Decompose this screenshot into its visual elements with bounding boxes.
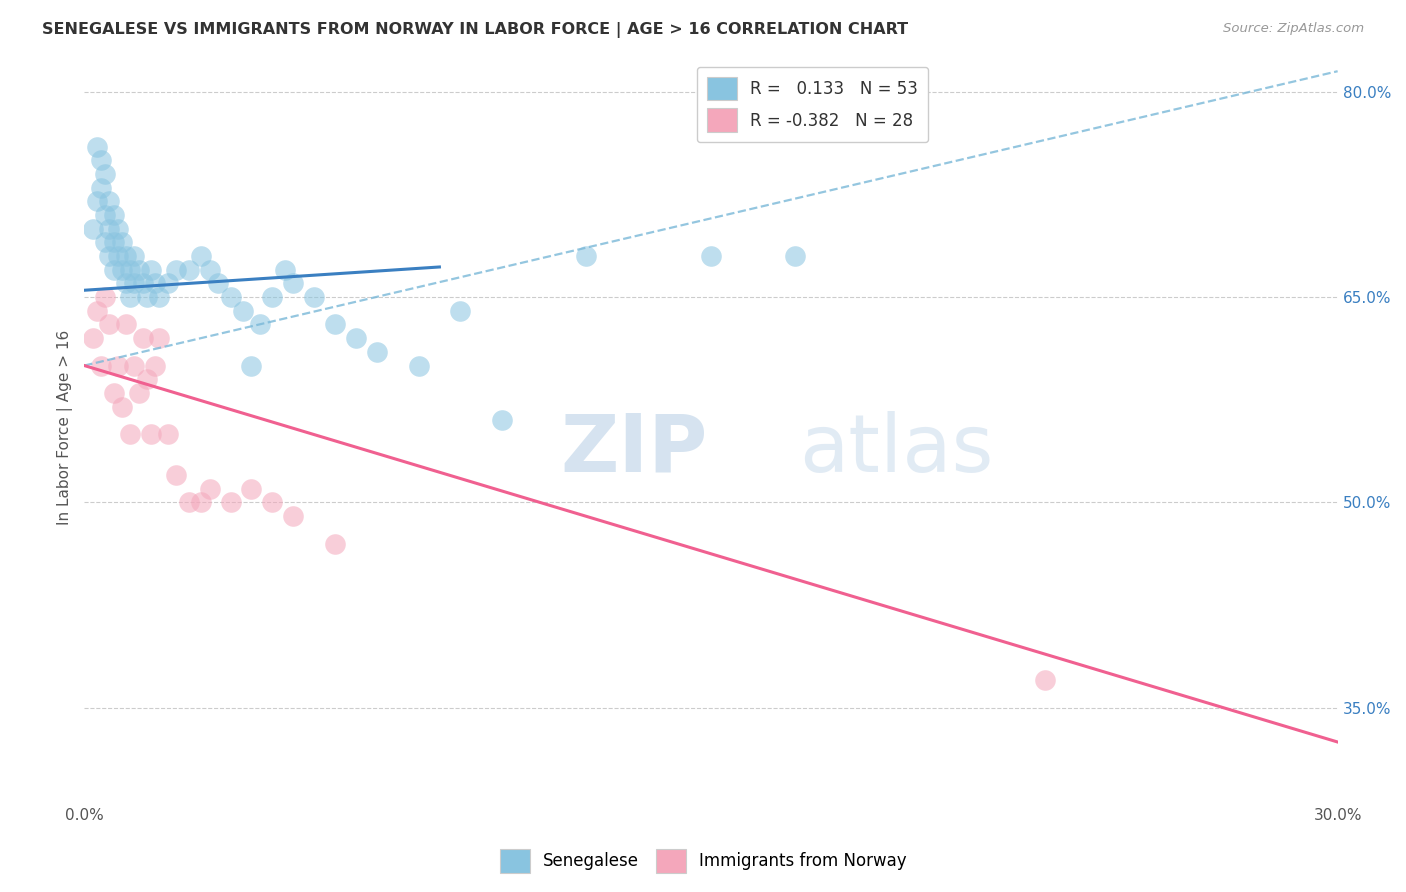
Point [575, 249, 598, 263]
Point [90, 180, 112, 194]
Point [165, 262, 187, 277]
Point [107, 359, 129, 373]
Point [219, 495, 242, 509]
Legend: Senegalese, Immigrants from Norway: Senegalese, Immigrants from Norway [494, 842, 912, 880]
Point [90, 153, 112, 168]
Point [783, 249, 806, 263]
Point [86, 303, 108, 318]
Text: SENEGALESE VS IMMIGRANTS FROM NORWAY IN LABOR FORCE | AGE > 16 CORRELATION CHART: SENEGALESE VS IMMIGRANTS FROM NORWAY IN … [42, 22, 908, 38]
Point [190, 249, 212, 263]
Point [143, 359, 166, 373]
Point [207, 277, 229, 291]
Point [366, 344, 388, 359]
Legend: R =   0.133   N = 53, R = -0.382   N = 28: R = 0.133 N = 53, R = -0.382 N = 28 [697, 67, 928, 142]
Point [136, 372, 159, 386]
Point [98, 194, 121, 209]
Point [274, 262, 297, 277]
Point [240, 482, 263, 496]
Point [98, 249, 121, 263]
Point [302, 290, 325, 304]
Point [120, 262, 142, 277]
Point [198, 262, 221, 277]
Point [111, 262, 134, 277]
Point [219, 290, 242, 304]
Point [177, 495, 200, 509]
Point [323, 536, 346, 550]
Point [283, 277, 305, 291]
Point [139, 427, 162, 442]
Point [103, 385, 125, 400]
Point [156, 277, 179, 291]
Point [107, 249, 129, 263]
Point [449, 303, 471, 318]
Point [120, 427, 142, 442]
Point [198, 482, 221, 496]
Point [143, 277, 166, 291]
Point [232, 303, 254, 318]
Point [132, 331, 155, 345]
Point [323, 318, 346, 332]
Point [1033, 673, 1056, 688]
Point [128, 262, 150, 277]
Point [124, 359, 146, 373]
Text: ZIP: ZIP [561, 410, 707, 489]
Point [115, 318, 138, 332]
Point [111, 235, 134, 250]
Point [120, 290, 142, 304]
Text: atlas: atlas [799, 410, 993, 489]
Point [262, 495, 284, 509]
Point [124, 249, 146, 263]
Point [165, 468, 187, 483]
Point [115, 277, 138, 291]
Point [262, 290, 284, 304]
Point [103, 262, 125, 277]
Point [156, 427, 179, 442]
Text: Source: ZipAtlas.com: Source: ZipAtlas.com [1223, 22, 1364, 36]
Point [94, 290, 117, 304]
Point [408, 359, 430, 373]
Point [139, 262, 162, 277]
Point [177, 262, 200, 277]
Point [124, 277, 146, 291]
Point [86, 139, 108, 153]
Point [94, 167, 117, 181]
Point [82, 331, 104, 345]
Point [344, 331, 367, 345]
Point [148, 290, 170, 304]
Point [98, 221, 121, 235]
Point [700, 249, 723, 263]
Point [94, 208, 117, 222]
Point [82, 221, 104, 235]
Point [94, 235, 117, 250]
Point [249, 318, 271, 332]
Point [107, 221, 129, 235]
Point [98, 318, 121, 332]
Point [132, 277, 155, 291]
Point [90, 359, 112, 373]
Y-axis label: In Labor Force | Age > 16: In Labor Force | Age > 16 [58, 329, 73, 524]
Point [103, 235, 125, 250]
Point [103, 208, 125, 222]
Point [128, 385, 150, 400]
Point [111, 400, 134, 414]
Point [190, 495, 212, 509]
Point [148, 331, 170, 345]
Point [115, 249, 138, 263]
Point [136, 290, 159, 304]
Point [491, 413, 513, 427]
Point [240, 359, 263, 373]
Point [283, 509, 305, 524]
Point [86, 194, 108, 209]
